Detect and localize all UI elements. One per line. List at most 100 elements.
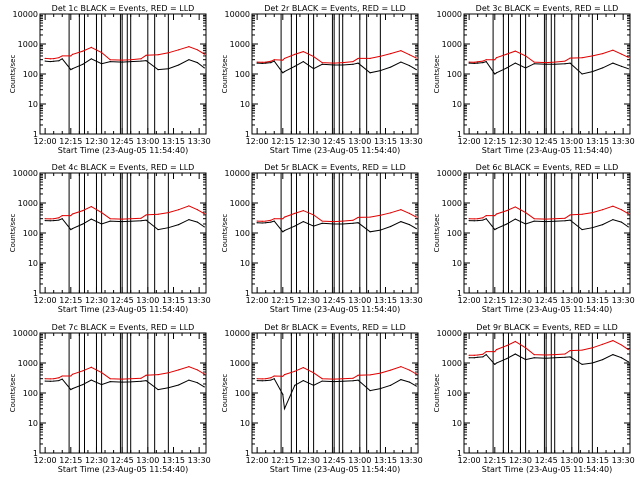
- data-point: [485, 354, 487, 356]
- y-tick-label: 1000: [230, 199, 250, 208]
- data-point: [545, 354, 547, 356]
- data-point: [49, 60, 51, 63]
- x-tick-label: 12:45: [323, 296, 346, 305]
- data-point: [581, 73, 583, 75]
- data-point: [130, 218, 132, 220]
- y-tick-label: 1: [457, 449, 462, 458]
- data-point: [302, 50, 304, 53]
- data-point: [109, 218, 111, 220]
- x-tick-label: 13:15: [586, 296, 609, 305]
- data-point: [101, 371, 103, 374]
- data-point: [333, 380, 335, 383]
- data-point: [71, 53, 74, 56]
- data-point: [627, 361, 629, 363]
- data-point: [44, 57, 46, 60]
- data-point: [473, 220, 475, 222]
- data-point: [145, 54, 147, 56]
- data-point: [390, 66, 392, 68]
- data-point: [265, 220, 267, 222]
- data-point: [533, 354, 535, 356]
- data-point: [282, 375, 284, 377]
- y-tick-label: 1000: [442, 199, 462, 208]
- data-point: [270, 60, 272, 62]
- data-point: [145, 214, 147, 216]
- data-point: [109, 380, 111, 383]
- data-point: [70, 215, 72, 217]
- data-point: [283, 216, 286, 218]
- data-point: [514, 340, 516, 343]
- data-point: [90, 46, 92, 49]
- y-tick-label: 10000: [13, 10, 38, 19]
- panel-title: Det 4c BLACK = Events, RED = LLD: [52, 163, 195, 172]
- data-point: [612, 49, 614, 51]
- data-point: [71, 388, 74, 390]
- data-point: [49, 218, 51, 220]
- data-point: [321, 61, 323, 64]
- x-tick-label: 12:00: [34, 296, 57, 305]
- x-tick-label: 13:00: [560, 456, 583, 465]
- data-point: [357, 62, 359, 64]
- detector-panel: 1 10 100 1000 10000 12:00 12:15 12:30 12:45 13:00…: [433, 163, 635, 314]
- x-tick-label: 13:30: [188, 137, 211, 146]
- x-tick-label: 12:00: [246, 137, 269, 146]
- x-axis-label: Start Time (23-Aug-05 11:54:40): [482, 305, 613, 314]
- data-point: [602, 358, 604, 361]
- x-tick-label: 12:00: [34, 137, 57, 146]
- data-point: [564, 63, 566, 65]
- data-point: [495, 213, 498, 215]
- data-point: [273, 375, 275, 377]
- data-point: [283, 230, 286, 232]
- data-point: [333, 378, 335, 380]
- data-point: [333, 223, 335, 225]
- data-point: [342, 61, 344, 64]
- data-point: [506, 358, 508, 360]
- y-tick-label: 100: [235, 389, 250, 398]
- data-point: [408, 65, 411, 67]
- data-point: [121, 61, 123, 63]
- data-point: [167, 68, 169, 70]
- data-point: [294, 384, 296, 386]
- y-tick-label: 1000: [442, 359, 462, 368]
- data-point: [485, 60, 487, 63]
- data-point: [415, 216, 417, 218]
- data-point: [90, 205, 92, 208]
- y-tick-label: 1: [457, 289, 462, 298]
- data-point: [482, 219, 484, 221]
- x-tick-label: 13:30: [188, 296, 211, 305]
- data-point: [581, 213, 583, 215]
- data-point: [477, 61, 479, 63]
- data-point: [71, 373, 74, 375]
- data-point: [109, 60, 111, 63]
- data-point: [485, 218, 487, 220]
- data-point: [514, 218, 516, 220]
- data-point: [203, 373, 205, 375]
- panel-title: Det 6c BLACK = Events, RED = LLD: [476, 163, 619, 172]
- data-point: [545, 63, 547, 65]
- data-point: [82, 50, 84, 52]
- x-tick-label: 13:15: [162, 296, 185, 305]
- x-tick-label: 12:30: [297, 296, 320, 305]
- y-axis-label: Counts/sec: [221, 55, 229, 94]
- data-point: [157, 213, 159, 215]
- data-point: [145, 379, 147, 382]
- x-tick-label: 12:15: [59, 296, 82, 305]
- y-tick-label: 10000: [437, 10, 462, 19]
- x-tick-label: 12:00: [458, 137, 481, 146]
- x-tick-label: 12:45: [111, 296, 134, 305]
- data-point: [602, 343, 604, 345]
- data-point: [473, 218, 475, 220]
- data-point: [554, 61, 556, 63]
- data-point: [70, 55, 72, 57]
- data-point: [468, 61, 470, 63]
- x-tick-label: 12:15: [483, 137, 506, 146]
- data-point: [352, 380, 354, 382]
- data-point: [273, 59, 275, 61]
- x-tick-label: 13:00: [136, 296, 159, 305]
- data-point: [313, 225, 315, 227]
- data-point: [591, 347, 593, 349]
- data-point: [352, 219, 354, 221]
- data-point: [302, 367, 304, 369]
- y-axis-label: Counts/sec: [433, 55, 441, 94]
- x-tick-label: 13:30: [400, 137, 423, 146]
